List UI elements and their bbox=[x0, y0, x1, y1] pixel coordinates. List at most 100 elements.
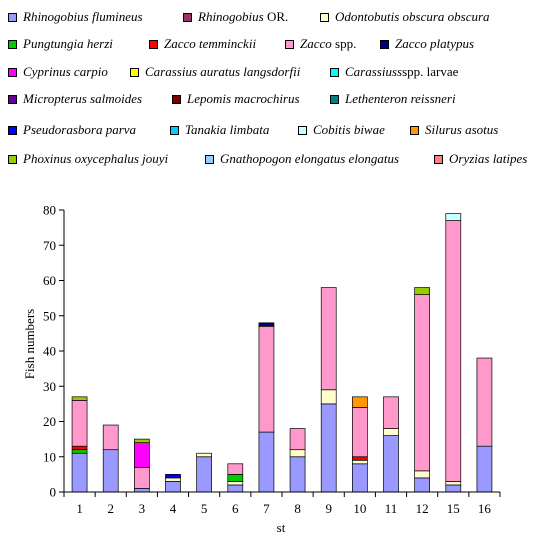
x-tick-label: 4 bbox=[170, 501, 177, 516]
bar-segment-st12-series2 bbox=[414, 470, 430, 479]
legend-item-tanakia-limbata: Tanakia limbata bbox=[170, 122, 269, 138]
bar-segment-st6-series0 bbox=[227, 484, 244, 493]
y-tick-label: 70 bbox=[43, 238, 56, 253]
legend-item-cobitis-biwae: Cobitis biwae bbox=[298, 122, 385, 138]
bar-segment-st1-series5 bbox=[71, 400, 88, 447]
bar-segment-st10-series4 bbox=[352, 456, 368, 461]
bar-segment-st4-series2 bbox=[165, 477, 181, 482]
x-tick-label: 7 bbox=[263, 501, 270, 516]
legend-label: Phoxinus oxycephalus jouyi bbox=[23, 151, 169, 166]
legend-label: Lethenteron reissneri bbox=[345, 91, 456, 106]
bar-segment-st8-series5 bbox=[289, 428, 306, 451]
bar-segment-st3-series0 bbox=[134, 488, 150, 493]
legend-label: Rhinogobius flumineus bbox=[23, 9, 143, 24]
bar-segment-st8-series2 bbox=[289, 449, 306, 458]
legend-item-carassius-auratus: Carassius auratus langsdorfii bbox=[130, 64, 300, 80]
bar-segment-st11-series5 bbox=[383, 396, 399, 429]
y-axis: 0 10 20 30 40 50 60 70 80 bbox=[43, 203, 65, 500]
legend-item-lethenteron-reissneri: Lethenteron reissneri bbox=[330, 91, 456, 107]
legend-swatch bbox=[8, 39, 17, 49]
y-tick-label: 10 bbox=[43, 449, 56, 464]
legend-item-rhinogobius-or: Rhinogobius OR. bbox=[183, 9, 288, 25]
x-axis: 1 2 3 4 5 6 7 8 9 10 11 12 15 16 bbox=[63, 491, 501, 516]
bar-segment-st10-series16 bbox=[352, 396, 368, 408]
legend-item-phoxinus-oxycephalus: Phoxinus oxycephalus jouyi bbox=[8, 151, 168, 167]
legend-item-cyprinus-carpio: Cyprinus carpio bbox=[8, 64, 108, 80]
bar-segment-st8-series0 bbox=[289, 456, 306, 493]
legend-label: Cobitis biwae bbox=[313, 122, 385, 137]
bar-segment-st15-series5 bbox=[445, 220, 462, 482]
bar-segment-st1-series4 bbox=[71, 445, 88, 451]
y-tick-label: 50 bbox=[43, 308, 56, 323]
legend-label: Lepomis macrochirus bbox=[187, 91, 300, 106]
legend-swatch bbox=[8, 125, 17, 135]
legend-swatch bbox=[172, 94, 181, 104]
legend-item-pseudorasbora-parva: Pseudorasbora parva bbox=[8, 122, 136, 138]
bar-segment-st16-series0 bbox=[476, 445, 493, 493]
x-tick-label: 1 bbox=[76, 501, 83, 516]
bar-segment-st7-series6 bbox=[258, 322, 275, 327]
bar-segment-st2-series0 bbox=[102, 449, 119, 493]
bar-segment-st4-series0 bbox=[165, 481, 181, 493]
bar-segment-st9-series0 bbox=[320, 403, 337, 493]
legend-label: Oryzias latipes bbox=[449, 151, 528, 166]
bar-segment-st6-series5 bbox=[227, 463, 244, 475]
legend-item-zacco-platypus: Zacco platypus bbox=[380, 36, 474, 52]
legend-label: Zacco platypus bbox=[395, 36, 475, 51]
bar-segment-st7-series5 bbox=[258, 325, 275, 433]
legend-swatch bbox=[298, 125, 307, 135]
legend-swatch bbox=[380, 39, 389, 49]
x-tick-label: 15 bbox=[447, 501, 460, 516]
bar-segment-st5-series2 bbox=[196, 452, 212, 458]
bar-segment-st10-series0 bbox=[352, 463, 368, 493]
x-tick-label: 11 bbox=[385, 501, 398, 516]
y-axis-label: Fish numbers bbox=[22, 309, 37, 379]
legend-item-carassiuss-larvae: Carassiussspp. larvae bbox=[330, 64, 458, 80]
bar-segment-st5-series0 bbox=[196, 456, 212, 493]
x-tick-label: 16 bbox=[478, 501, 492, 516]
legend-label: Odontobutis obscura obscura bbox=[335, 9, 490, 24]
bar-segment-st12-series17 bbox=[414, 287, 430, 295]
x-tick-label: 10 bbox=[353, 501, 366, 516]
legend-label: Pseudorasbora parva bbox=[23, 122, 137, 137]
legend-swatch bbox=[130, 67, 139, 77]
bar-segment-st10-series5 bbox=[352, 407, 368, 458]
legend-swatch bbox=[8, 154, 17, 164]
bars-group bbox=[71, 213, 493, 493]
legend-label: Zacco spp. bbox=[300, 36, 357, 51]
bar-segment-st16-series5 bbox=[476, 357, 493, 447]
legend-item-silurus-asotus: Silurus asotus bbox=[410, 122, 498, 138]
y-tick-label: 40 bbox=[43, 344, 56, 359]
bar-segment-st6-series3 bbox=[227, 474, 244, 482]
x-tick-label: 6 bbox=[232, 501, 239, 516]
legend-swatch bbox=[205, 154, 214, 164]
legend-item-lepomis-macrochirus: Lepomis macrochirus bbox=[172, 91, 300, 107]
legend-label: Rhinogobius OR. bbox=[198, 9, 289, 24]
bar-segment-st9-series5 bbox=[320, 287, 337, 391]
y-tick-label: 20 bbox=[43, 414, 56, 429]
legend-item-odontobutis-obscura: Odontobutis obscura obscura bbox=[320, 9, 490, 25]
bar-segment-st15-series0 bbox=[445, 484, 462, 493]
bar-segment-st3-series5 bbox=[134, 466, 150, 489]
bar-segment-st10-series2 bbox=[352, 459, 368, 465]
legend-swatch bbox=[330, 67, 339, 77]
x-tick-label: 2 bbox=[107, 501, 114, 516]
legend-swatch bbox=[183, 12, 192, 22]
x-axis-label: st bbox=[277, 520, 286, 535]
bar-segment-st6-series2 bbox=[227, 481, 244, 486]
legend-swatch bbox=[320, 12, 329, 22]
bar-segment-st1-series0 bbox=[71, 452, 88, 493]
legend-swatch bbox=[170, 125, 179, 135]
legend-label: Carassius auratus langsdorfii bbox=[145, 64, 301, 79]
legend-label: Gnathopogon elongatus elongatus bbox=[220, 151, 400, 166]
legend-swatch bbox=[8, 67, 17, 77]
legend-item-gnathopogon-elongatus: Gnathopogon elongatus elongatus bbox=[205, 151, 399, 167]
legend-item-zacco-spp: Zacco spp. bbox=[285, 36, 356, 52]
legend-swatch bbox=[410, 125, 419, 135]
bar-segment-st2-series5 bbox=[102, 424, 119, 451]
legend-label: Cyprinus carpio bbox=[23, 64, 108, 79]
x-tick-label: 12 bbox=[416, 501, 429, 516]
bar-segment-st1-series3 bbox=[71, 449, 88, 454]
legend-swatch bbox=[8, 94, 17, 104]
